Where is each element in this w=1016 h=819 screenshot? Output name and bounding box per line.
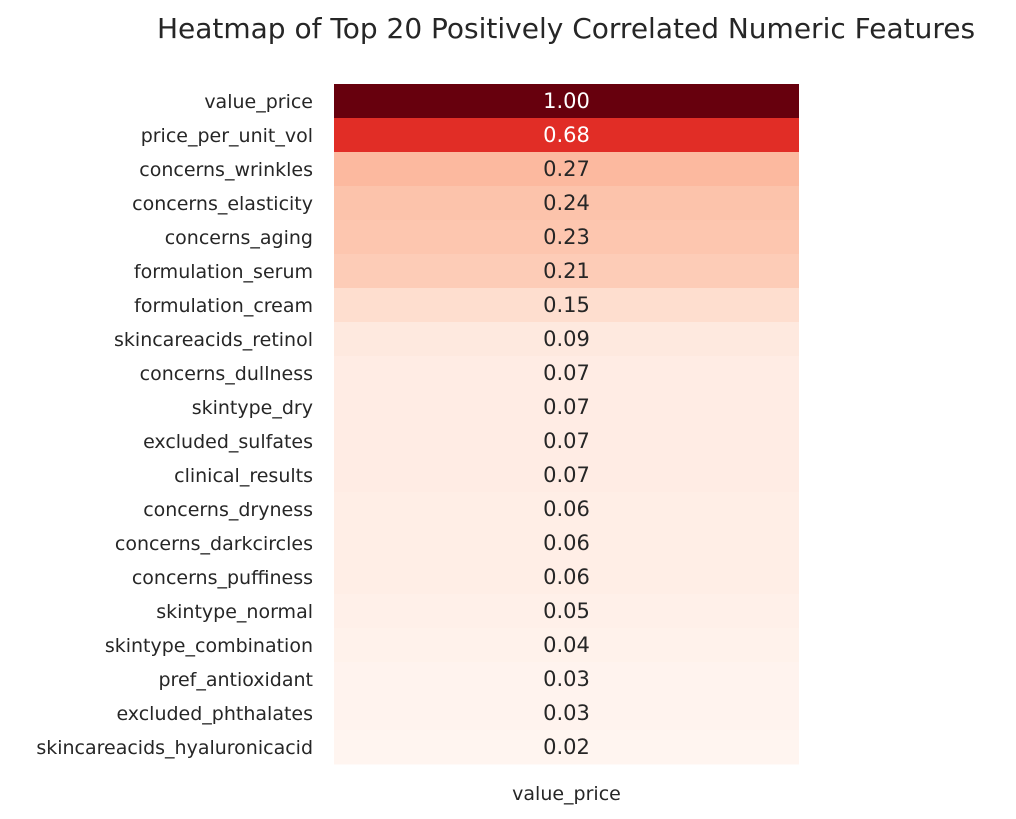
cell-value-label: 0.07 <box>543 429 590 453</box>
heatmap-cell <box>334 356 799 391</box>
heatmap-cell <box>334 560 799 595</box>
heatmap-cell <box>334 322 799 357</box>
row-label: skincareacids_retinol <box>114 329 313 351</box>
cell-value-label: 0.23 <box>543 225 590 249</box>
heatmap-cell <box>334 84 799 119</box>
cell-value-label: 0.24 <box>543 191 590 215</box>
heatmap-cell <box>334 662 799 697</box>
row-label: excluded_sulfates <box>143 431 313 453</box>
row-labels: value_price price_per_unit_vol concerns_wr… <box>36 91 313 759</box>
cell-value-label: 0.07 <box>543 463 590 487</box>
heatmap-cells: 1.00 0.68 0.27 0.24 0.23 0.21 0.15 0.09 0.07 0.07… <box>334 84 799 765</box>
cell-value-label: 0.07 <box>543 361 590 385</box>
cell-value-label: 0.21 <box>543 259 590 283</box>
row-label: clinical_results <box>174 465 313 487</box>
row-label: excluded_phthalates <box>116 703 313 725</box>
row-label: concerns_dullness <box>140 363 313 385</box>
row-label: skincareacids_hyaluronicacid <box>36 737 313 759</box>
row-label: skintype_dry <box>192 397 313 419</box>
cell-value-label: 1.00 <box>543 89 590 113</box>
cell-value-label: 0.03 <box>543 667 590 691</box>
heatmap-cell <box>334 254 799 289</box>
heatmap-cell <box>334 696 799 731</box>
cell-value-label: 0.05 <box>543 599 590 623</box>
row-label: concerns_darkcircles <box>115 533 313 555</box>
row-label: concerns_elasticity <box>132 193 313 215</box>
heatmap-cell <box>334 424 799 459</box>
cell-value-label: 0.09 <box>543 327 590 351</box>
row-label: formulation_serum <box>134 261 313 283</box>
heatmap-cell <box>334 390 799 425</box>
row-label: formulation_cream <box>134 295 313 317</box>
heatmap-cell <box>334 492 799 527</box>
row-label: skintype_normal <box>156 601 313 623</box>
row-label: concerns_puffiness <box>132 567 313 589</box>
cell-value-label: 0.04 <box>543 633 590 657</box>
heatmap-cell <box>334 594 799 629</box>
row-label: skintype_combination <box>105 635 313 657</box>
cell-value-label: 0.68 <box>543 123 590 147</box>
row-label: concerns_wrinkles <box>139 159 313 181</box>
heatmap-cell <box>334 152 799 187</box>
row-label: value_price <box>204 91 313 113</box>
cell-value-label: 0.06 <box>543 531 590 555</box>
column-label: value_price <box>512 783 621 805</box>
cell-value-label: 0.06 <box>543 565 590 589</box>
chart-title: Heatmap of Top 20 Positively Correlated … <box>157 12 975 45</box>
row-label: concerns_dryness <box>143 499 313 521</box>
cell-value-label: 0.03 <box>543 701 590 725</box>
column-labels: value_price <box>512 783 621 805</box>
heatmap-cell <box>334 458 799 493</box>
row-label: pref_antioxidant <box>158 669 313 691</box>
heatmap-cell <box>334 288 799 323</box>
heatmap-cell <box>334 220 799 255</box>
row-label: price_per_unit_vol <box>141 125 313 147</box>
cell-value-label: 0.15 <box>543 293 590 317</box>
cell-value-label: 0.07 <box>543 395 590 419</box>
heatmap-cell <box>334 526 799 561</box>
heatmap-cell <box>334 628 799 663</box>
row-label: concerns_aging <box>165 227 313 249</box>
cell-value-label: 0.02 <box>543 735 590 759</box>
cell-value-label: 0.27 <box>543 157 590 181</box>
heatmap-cell <box>334 118 799 153</box>
heatmap-cell <box>334 186 799 221</box>
cell-value-label: 0.06 <box>543 497 590 521</box>
heatmap-cell <box>334 730 799 765</box>
